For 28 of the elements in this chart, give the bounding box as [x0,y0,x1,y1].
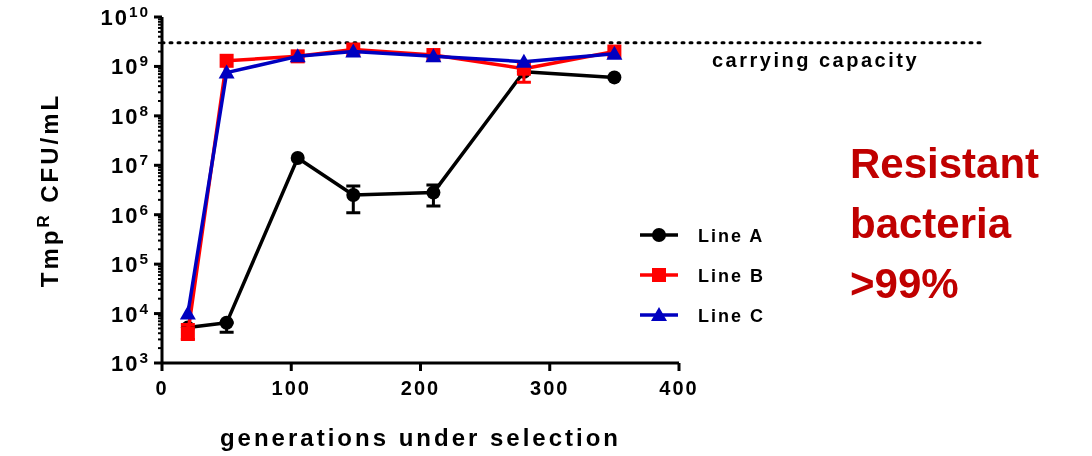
point [515,53,532,68]
y-tick-label: 10$^{10}$ [100,2,150,30]
point [426,185,441,200]
point [218,64,235,79]
point [219,53,234,68]
point [346,188,361,203]
point [607,70,622,85]
legend-label: Line C [698,306,766,326]
point [290,151,305,166]
y-tick-label: 10$^{5}$ [110,249,150,278]
x-tick-label: 200 [400,377,441,399]
ref-line-label: carrying capacity [712,48,920,71]
legend-label: Line B [698,266,766,286]
y-tick-label: 10$^{7}$ [110,150,150,179]
text: Resistant bacteria >99% [850,140,1040,307]
point [179,305,196,320]
x-tick-label: 400 [659,377,699,399]
y-tick-label: 10$^{6}$ [110,200,150,228]
point [219,315,234,330]
x-tick-label: 300 [530,377,570,399]
x-axis-title: generations under selection [219,424,622,451]
y-tick-label: 10$^{4}$ [110,299,150,327]
y-tick-label: 10$^{9}$ [110,51,150,80]
x-tick-label: 100 [271,377,311,399]
y-tick-label: 10$^{3}$ [110,348,150,376]
legend-label: Line A [698,226,765,246]
x-tick-label: 0 [155,377,169,399]
y-tick-label: 10$^{8}$ [110,101,150,129]
